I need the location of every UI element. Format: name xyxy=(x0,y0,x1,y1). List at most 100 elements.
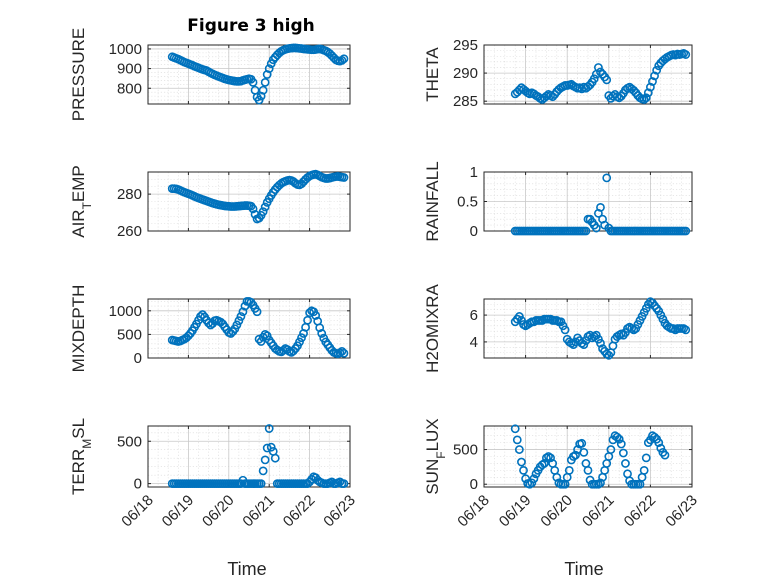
y-axis-label: RAINFALL xyxy=(423,161,442,241)
x-axis-label: Time xyxy=(564,559,603,579)
data-point xyxy=(560,325,570,335)
data-point xyxy=(552,472,562,482)
x-tick-label: 06/19 xyxy=(159,492,198,531)
data-point xyxy=(650,71,659,81)
data-point xyxy=(339,479,349,489)
y-tick-label: 295 xyxy=(453,37,478,54)
data-point xyxy=(260,202,270,212)
axes-frame xyxy=(483,44,693,105)
y-axis-label: THETA xyxy=(423,47,442,102)
data-point xyxy=(517,457,526,467)
data-point xyxy=(337,346,347,356)
x-tick-label: 06/18 xyxy=(118,492,157,531)
data-point xyxy=(589,74,599,84)
data-point xyxy=(539,459,549,468)
data-point xyxy=(581,226,591,236)
data-point xyxy=(238,307,248,317)
data-point xyxy=(606,445,616,454)
data-point xyxy=(577,438,587,448)
data-markers xyxy=(167,424,349,489)
y-tick-label: 0 xyxy=(470,476,478,493)
x-axis-label: Time xyxy=(227,559,266,579)
data-point xyxy=(335,477,345,487)
y-axis-label: PRESSURE xyxy=(69,28,88,122)
y-tick-label: 0 xyxy=(470,223,478,240)
data-point xyxy=(648,77,657,86)
axes-frame xyxy=(483,298,693,359)
subplot-2: 285 290 295 THETA xyxy=(423,37,693,110)
data-point xyxy=(639,95,649,104)
data-markers xyxy=(510,424,670,489)
data-markers xyxy=(510,173,691,236)
y-tick-label: 500 xyxy=(453,442,478,459)
data-point xyxy=(639,465,649,475)
data-point xyxy=(596,202,605,212)
data-point xyxy=(510,424,520,434)
data-point xyxy=(264,424,274,433)
data-point xyxy=(514,85,524,95)
y-tick-label: 0 xyxy=(134,350,142,367)
data-point xyxy=(571,450,580,460)
data-point xyxy=(315,323,325,333)
axes-frame xyxy=(483,425,693,488)
data-point xyxy=(652,65,662,75)
data-point xyxy=(339,54,349,64)
data-point xyxy=(596,478,605,488)
data-point xyxy=(616,439,626,449)
y-tick-label: 260 xyxy=(117,223,142,240)
data-point xyxy=(236,312,246,321)
y-axis-label: SUNFLUX xyxy=(423,418,448,494)
x-tick-label: 06/20 xyxy=(537,492,576,531)
data-point xyxy=(629,86,639,95)
data-point xyxy=(643,88,653,98)
data-point xyxy=(339,348,349,358)
data-point xyxy=(602,173,612,183)
x-tick-label: 06/20 xyxy=(199,492,238,531)
y-tick-label: 500 xyxy=(117,326,142,343)
data-point xyxy=(258,466,268,476)
data-point xyxy=(258,85,268,95)
data-point xyxy=(256,479,266,489)
data-point xyxy=(579,447,589,457)
x-tick-label: 06/21 xyxy=(579,492,618,531)
data-point xyxy=(583,465,593,475)
data-point xyxy=(546,453,555,463)
y-tick-label: 6 xyxy=(470,307,478,324)
y-axis-label: H2OMIXRA xyxy=(423,283,442,372)
data-point xyxy=(270,453,280,463)
x-tick-label: 06/23 xyxy=(320,492,359,531)
data-point xyxy=(564,465,574,475)
data-point xyxy=(602,75,612,85)
y-tick-label: 1000 xyxy=(109,303,142,320)
data-point xyxy=(260,455,270,465)
axes-frame xyxy=(147,171,351,232)
data-point xyxy=(621,459,630,468)
data-point xyxy=(295,337,304,347)
x-tick-label: 06/19 xyxy=(496,492,535,531)
x-tick-label: 06/22 xyxy=(621,492,660,531)
data-point xyxy=(514,445,524,454)
y-tick-label: 290 xyxy=(453,65,478,82)
data-point xyxy=(542,91,551,101)
data-point xyxy=(594,63,603,72)
data-markers xyxy=(510,49,691,104)
data-point xyxy=(327,477,337,487)
data-point xyxy=(258,207,268,217)
data-point xyxy=(337,55,347,65)
y-tick-label: 900 xyxy=(117,61,142,78)
data-point xyxy=(264,64,274,73)
data-point xyxy=(646,82,655,92)
subplot-4: 0 0.5 1 RAINFALL xyxy=(423,161,693,242)
x-tick-label: 06/23 xyxy=(662,492,701,531)
subplot-1: 800 900 1000 PRESSURE xyxy=(69,28,351,122)
data-point xyxy=(641,93,651,103)
y-tick-label: 1 xyxy=(470,164,478,181)
subplot-3: 260 280 AIRTEMP xyxy=(69,165,351,240)
y-tick-label: 0.5 xyxy=(457,194,478,211)
data-point xyxy=(234,316,244,326)
data-point xyxy=(654,438,664,448)
data-point xyxy=(303,315,312,325)
data-point xyxy=(260,77,270,87)
